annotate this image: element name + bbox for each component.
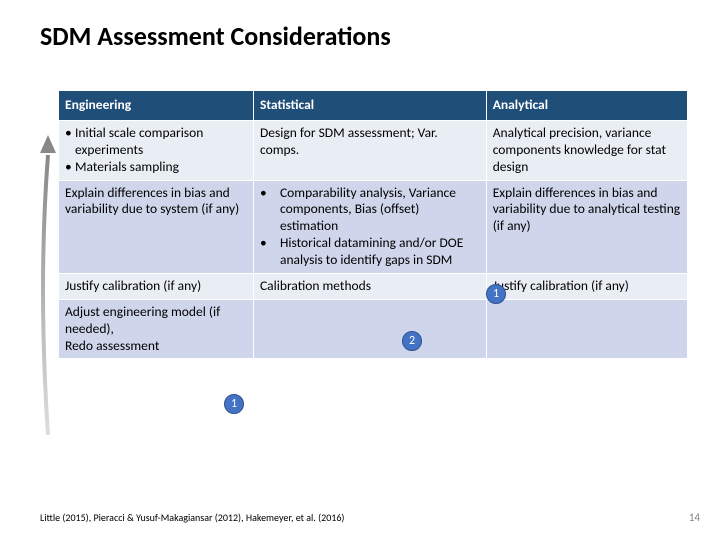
col-header-statistical: Statistical — [253, 91, 486, 121]
table-row: Justify calibration (if any) Calibration… — [59, 273, 688, 299]
bullet-text: Comparability analysis, Variance compone… — [270, 185, 480, 236]
callout-circle-2: 2 — [402, 331, 422, 351]
col-header-engineering: Engineering — [59, 91, 254, 121]
callout-circle-3: 1 — [224, 394, 244, 414]
table-row: •Initial scale comparison experiments •M… — [59, 120, 688, 180]
cell-r4c1: Adjust engineering model (if needed), Re… — [59, 299, 254, 359]
cell-r1c2: Design for SDM assessment; Var. comps. — [253, 120, 486, 180]
cell-r2c2: •Comparability analysis, Variance compon… — [253, 180, 486, 273]
table-row: Explain differences in bias and variabil… — [59, 180, 688, 273]
cell-r1c3: Analytical precision, variance component… — [486, 120, 687, 180]
text: Redo assessment — [65, 337, 159, 354]
citation-footer: Little (2015), Pieracci & Yusuf-Makagian… — [40, 511, 344, 524]
table-row: Adjust engineering model (if needed), Re… — [59, 299, 688, 359]
cell-r4c3 — [486, 299, 687, 359]
table-header-row: Engineering Statistical Analytical — [59, 91, 688, 121]
page-number: 14 — [689, 511, 700, 524]
cell-r3c1: Justify calibration (if any) — [59, 273, 254, 299]
bullet-text: Materials sampling — [75, 159, 179, 176]
callout-circle-1: 1 — [486, 284, 506, 304]
sdm-table: Engineering Statistical Analytical •Init… — [58, 90, 688, 359]
cell-r3c2: Calibration methods — [253, 273, 486, 299]
cell-r4c2 — [253, 299, 486, 359]
bullet-text: Initial scale comparison experiments — [75, 125, 247, 159]
page-title: SDM Assessment Considerations — [40, 20, 391, 52]
cell-r3c3: Justify calibration (if any) — [486, 273, 687, 299]
cell-r2c1: Explain differences in bias and variabil… — [59, 180, 254, 273]
cell-r2c3: Explain differences in bias and variabil… — [486, 180, 687, 273]
upward-arrow — [36, 135, 60, 435]
text: Adjust engineering model — [65, 303, 206, 320]
cell-r1c1: •Initial scale comparison experiments •M… — [59, 120, 254, 180]
bullet-text: Historical datamining and/or DOE analysi… — [270, 235, 480, 269]
col-header-analytical: Analytical — [486, 91, 687, 121]
